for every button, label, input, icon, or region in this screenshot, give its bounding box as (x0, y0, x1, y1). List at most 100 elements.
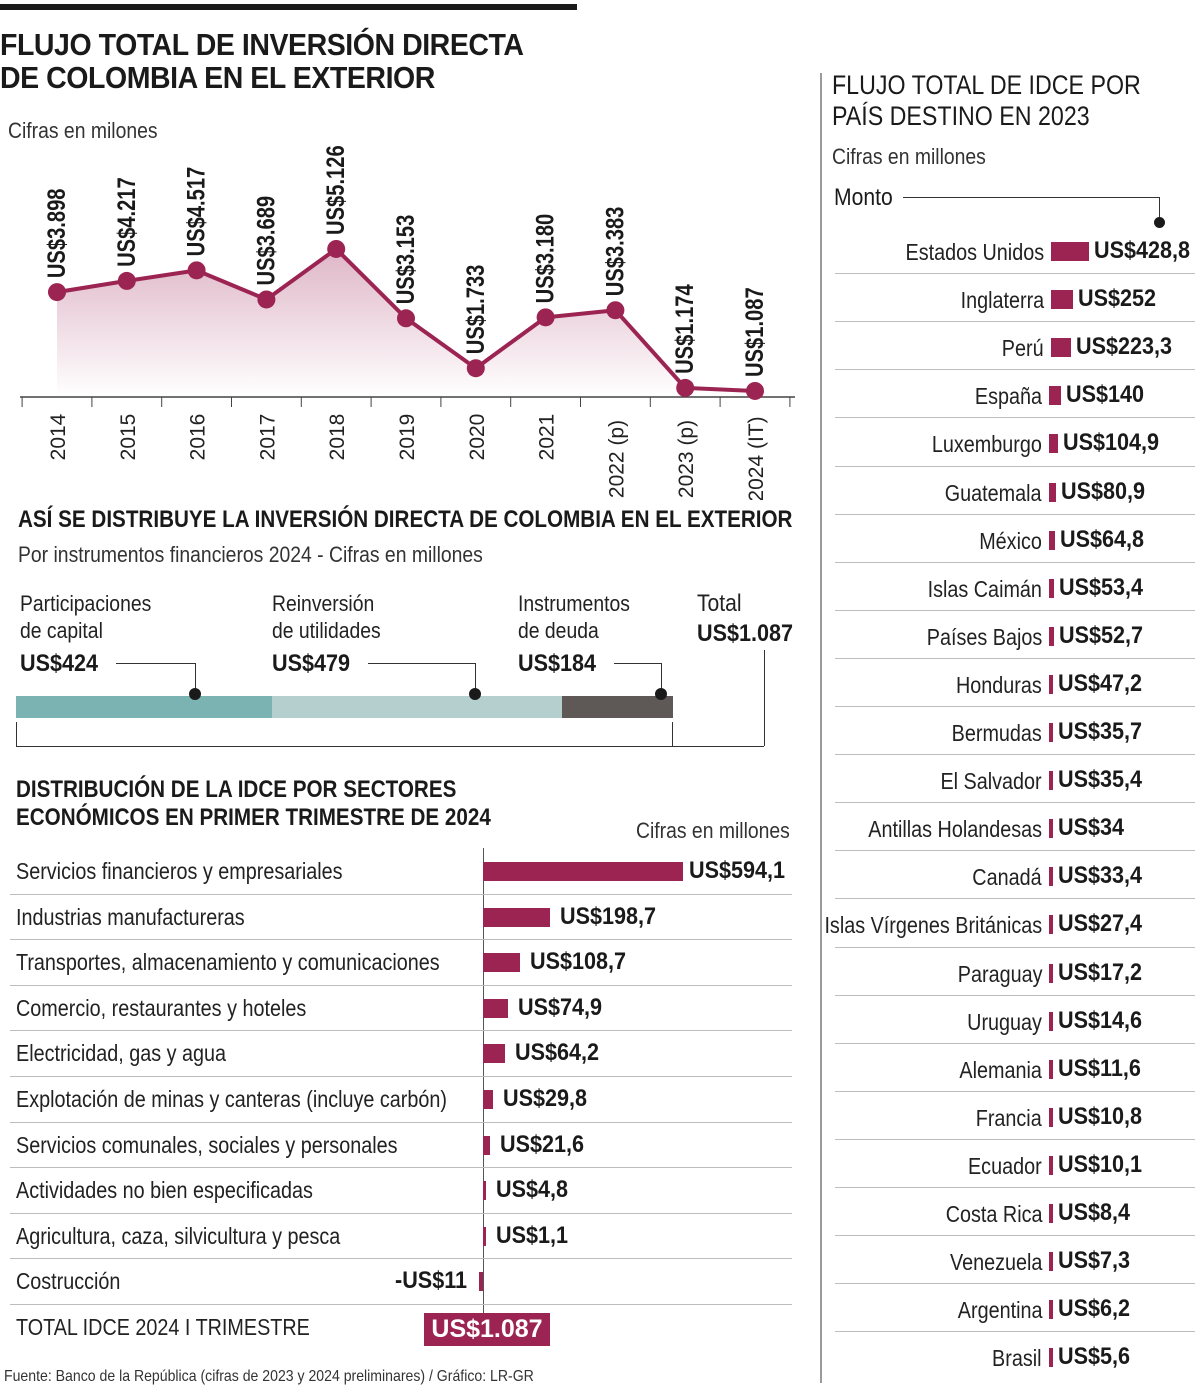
country-value: US$104,9 (1063, 429, 1160, 457)
country-row-divider (835, 1042, 1195, 1044)
country-label: Países Bajos (926, 623, 1042, 650)
country-bar (1049, 386, 1062, 406)
monto-leader-dot (1154, 217, 1165, 228)
x-tick-label: 2015 (117, 414, 140, 461)
data-points (48, 239, 764, 400)
bracket-bottom (16, 746, 764, 747)
instrument-leader-line (116, 663, 196, 664)
country-value: US$34 (1057, 814, 1124, 842)
sector-label: Servicios financieros y empresariales (16, 858, 343, 884)
instrument-label-line2: de capital (20, 618, 103, 643)
country-label: Bermudas (951, 720, 1042, 746)
instrument-leader-drop (474, 663, 476, 693)
country-label: Argentina (957, 1297, 1042, 1324)
data-point (676, 378, 695, 397)
sector-row-divider (10, 1121, 792, 1123)
sector-bar (483, 1090, 494, 1109)
country-bar (1049, 867, 1053, 887)
country-value: US$52,7 (1058, 621, 1143, 649)
country-bar (1051, 290, 1074, 310)
sector-bar (483, 862, 683, 881)
top-rule (0, 4, 577, 10)
country-label: Ecuador (968, 1152, 1042, 1179)
sector-value: US$1,1 (496, 1221, 569, 1249)
value-label: US$1.733 (462, 265, 490, 355)
country-row-divider (835, 1187, 1195, 1188)
country-value: US$428,8 (1094, 237, 1191, 264)
sector-row-divider (10, 1304, 792, 1305)
data-point (536, 308, 555, 327)
country-label: Islas Caimán (927, 575, 1042, 602)
country-bar (1051, 242, 1089, 261)
sector-value: US$198,7 (559, 902, 656, 930)
sector-label: Servicios comunales, sociales y personal… (16, 1131, 398, 1158)
country-bar (1049, 578, 1054, 598)
sector-label: Explotación de minas y canteras (incluye… (16, 1086, 447, 1112)
value-label: US$1.087 (741, 287, 769, 377)
countries-title-line1: FLUJO TOTAL DE IDCE POR (832, 70, 1141, 100)
sector-bar (483, 907, 550, 927)
instrument-label: Reinversión de utilidades (272, 590, 381, 644)
bracket-right (764, 650, 765, 746)
data-point (397, 309, 415, 328)
data-point (746, 381, 764, 400)
country-value: US$80,9 (1061, 477, 1146, 505)
country-row-divider (835, 898, 1195, 900)
instrument-leader-drop (195, 663, 197, 693)
country-label: España (974, 383, 1042, 410)
country-value: US$64,8 (1059, 525, 1144, 553)
sector-label: Actividades no bien especificadas (16, 1177, 313, 1204)
data-point (466, 359, 485, 378)
country-row-divider (835, 1090, 1195, 1092)
sector-value: US$4,8 (496, 1176, 569, 1204)
instrument-leader-drop (661, 663, 662, 693)
sector-value: US$74,9 (518, 993, 603, 1021)
country-label: Luxemburgo (932, 431, 1042, 458)
country-label: Canadá (972, 864, 1042, 891)
country-bar (1049, 1348, 1053, 1368)
instrument-leader-line (368, 663, 475, 664)
value-label: US$4.517 (183, 167, 211, 257)
sector-bar (483, 1181, 486, 1201)
country-label: Estados Unidos (905, 239, 1044, 265)
country-label: Inglaterra (960, 287, 1044, 314)
page-title-line1: FLUJO TOTAL DE INVERSIÓN DIRECTA (0, 27, 524, 62)
data-point (257, 290, 276, 309)
x-axis (20, 396, 795, 407)
data-point (48, 283, 66, 302)
instrument-bar-segment (561, 696, 673, 718)
instrument-leader-line (614, 663, 661, 664)
instrument-label: Participaciones de capital (20, 590, 151, 644)
sector-value: US$64,2 (514, 1039, 599, 1067)
instrument-leader-dot (468, 688, 481, 700)
country-row-divider (835, 802, 1195, 804)
country-row-divider (835, 561, 1195, 563)
instrument-leader-dot (189, 688, 202, 700)
x-tick-label: 2024 (IT) (745, 416, 768, 500)
sectors-title-line1: DISTRIBUCIÓN DE LA IDCE POR SECTORES (16, 776, 457, 803)
monto-label: Monto (834, 184, 893, 211)
country-label: Uruguay (967, 1008, 1042, 1035)
country-label: Venezuela (949, 1249, 1042, 1276)
country-value: US$35,4 (1057, 766, 1142, 794)
data-point (327, 239, 346, 258)
x-tick-labels: 2014 2015 2016 2017 2018 2019 2020 2021 2022 (p)… (47, 413, 768, 500)
sector-row-divider (10, 893, 792, 895)
instruments-subtitle: Por instrumentos financieros 2024 - Cifr… (18, 542, 483, 567)
country-label: México (979, 527, 1042, 554)
sectors-title-line2: ECONÓMICOS EN PRIMER TRIMESTRE DE 2024 (16, 804, 491, 831)
bracket-left (16, 722, 17, 746)
instruments-total-label: Total (697, 590, 742, 617)
sector-row-divider (10, 1167, 792, 1169)
country-bar (1049, 915, 1053, 935)
data-point (117, 271, 136, 290)
country-label: Perú (1002, 335, 1044, 362)
country-label: Francia (976, 1104, 1042, 1131)
sector-label: Industrias manufactureras (16, 903, 245, 930)
country-row-divider (835, 706, 1195, 707)
country-bar (1049, 723, 1053, 742)
page-title-line2: DE COLOMBIA EN EL EXTERIOR (0, 60, 435, 95)
value-label: US$3.153 (392, 215, 420, 305)
country-value: US$53,4 (1058, 573, 1143, 601)
value-label: US$3.898 (43, 188, 71, 278)
